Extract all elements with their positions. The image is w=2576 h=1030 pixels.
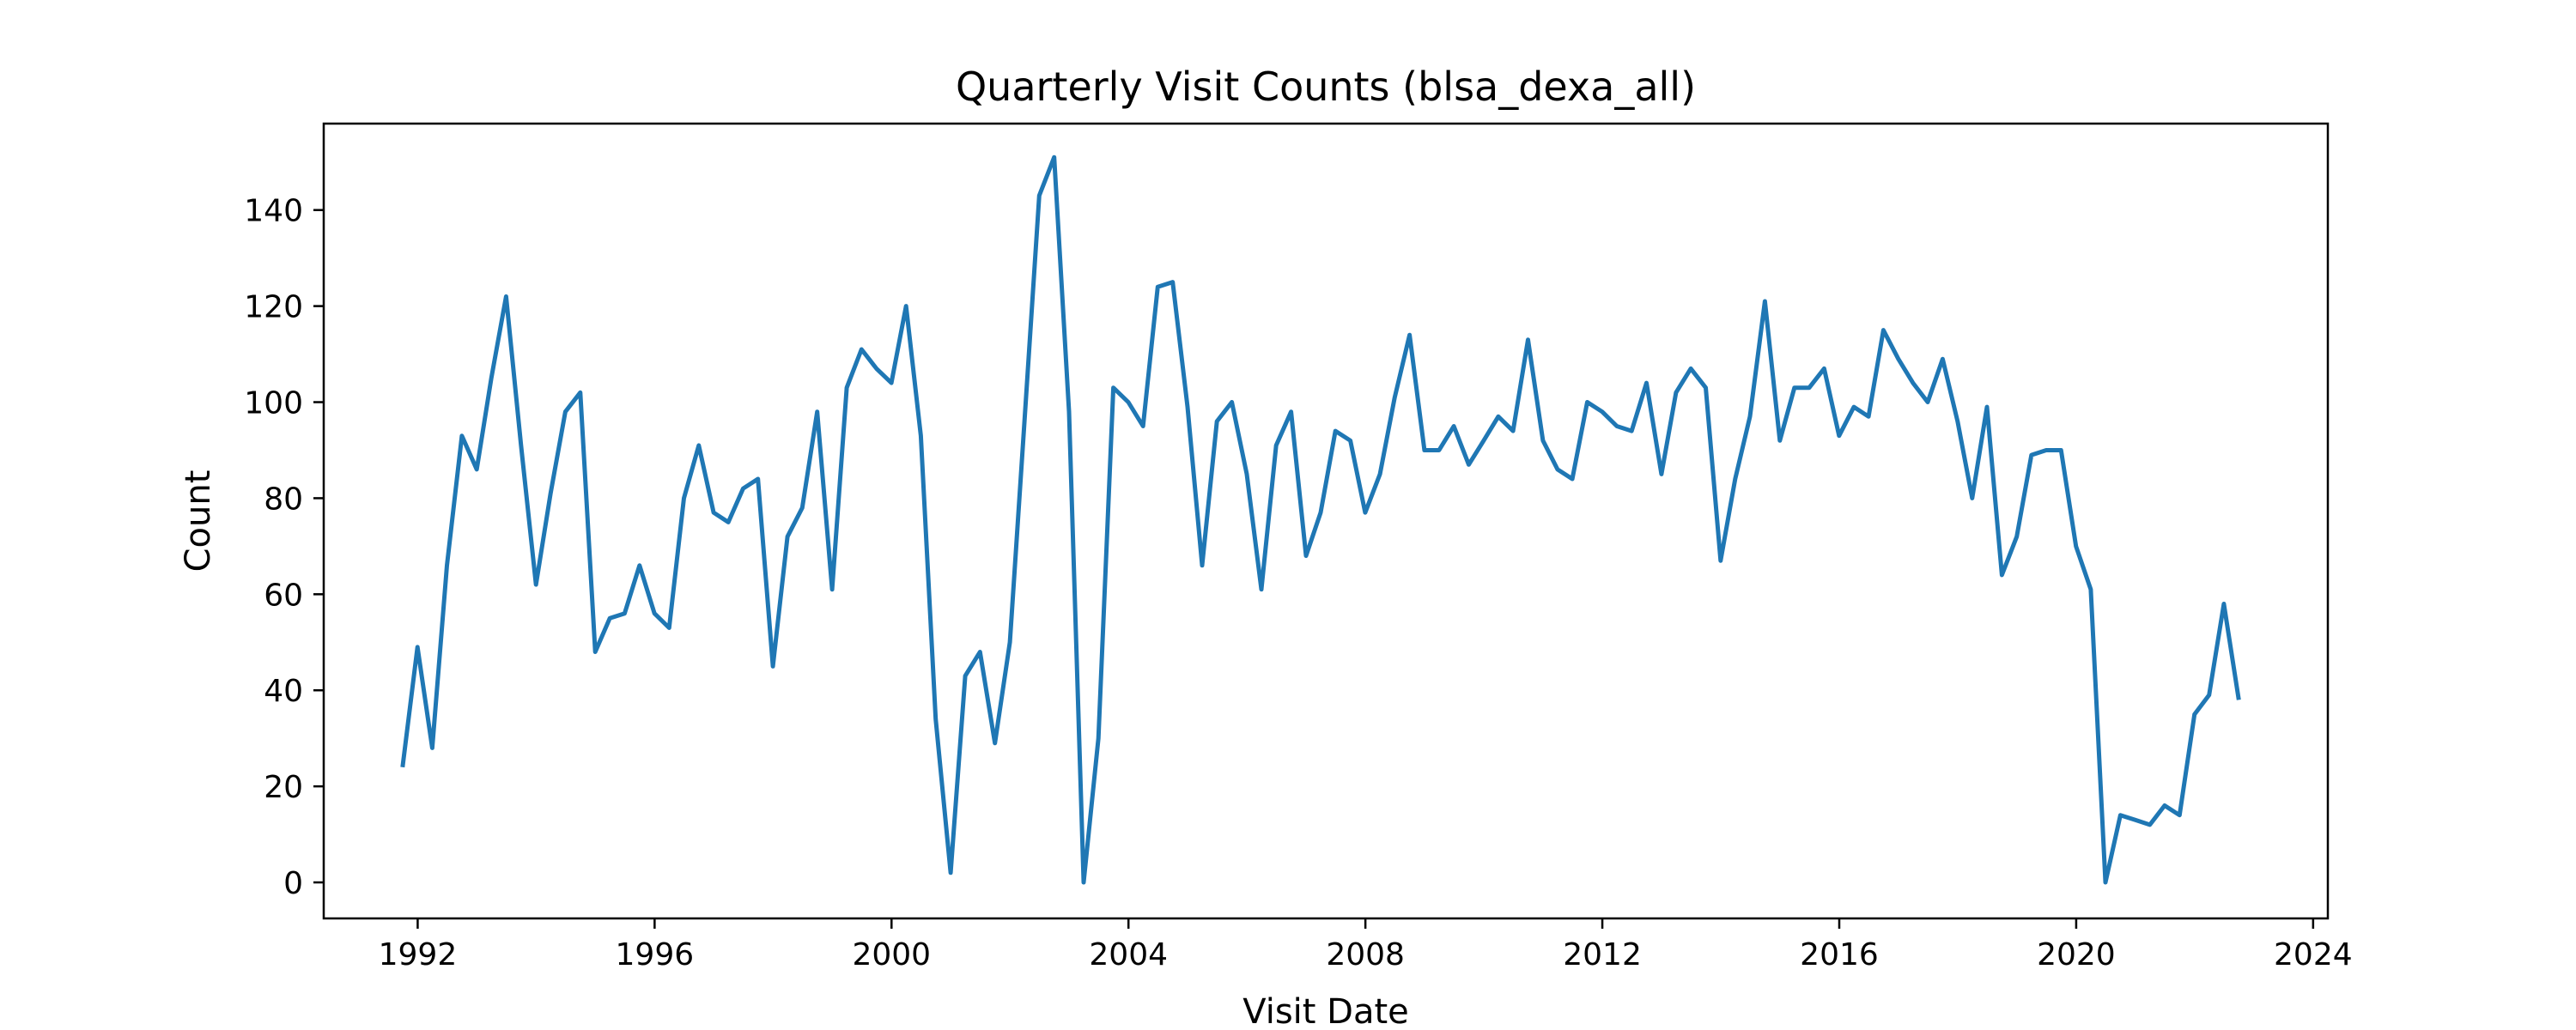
y-tick-label: 60 bbox=[264, 578, 303, 613]
series-line bbox=[400, 154, 2241, 885]
y-tick-label: 80 bbox=[264, 482, 303, 517]
y-tick-label: 120 bbox=[244, 290, 303, 325]
y-tick-label: 140 bbox=[244, 194, 303, 229]
y-tick-label: 100 bbox=[244, 386, 303, 421]
y-axis-label: Count bbox=[179, 470, 218, 573]
y-axis: 0 20 40 60 80 100 120 140 bbox=[244, 194, 324, 901]
x-tick-label: 2012 bbox=[1563, 937, 1642, 972]
x-tick-label: 2020 bbox=[2037, 937, 2116, 972]
x-tick-label: 1992 bbox=[379, 937, 458, 972]
y-tick-label: 0 bbox=[283, 866, 303, 901]
y-tick-label: 20 bbox=[264, 770, 303, 805]
x-tick-label: 2024 bbox=[2274, 937, 2353, 972]
x-tick-label: 1996 bbox=[616, 937, 695, 972]
plot-area-frame bbox=[322, 122, 2330, 920]
x-axis: 1992 1996 2000 2004 2008 2012 2016 2020 2024 bbox=[379, 918, 2353, 972]
x-tick-label: 2008 bbox=[1326, 937, 1405, 972]
x-tick-label: 2004 bbox=[1089, 937, 1168, 972]
x-axis-label: Visit Date bbox=[1242, 992, 1409, 1030]
x-tick-label: 2000 bbox=[852, 937, 931, 972]
y-tick-label: 40 bbox=[264, 674, 303, 709]
chart-title: Quarterly Visit Counts (blsa_dexa_all) bbox=[956, 64, 1696, 110]
x-tick-label: 2016 bbox=[1800, 937, 1879, 972]
